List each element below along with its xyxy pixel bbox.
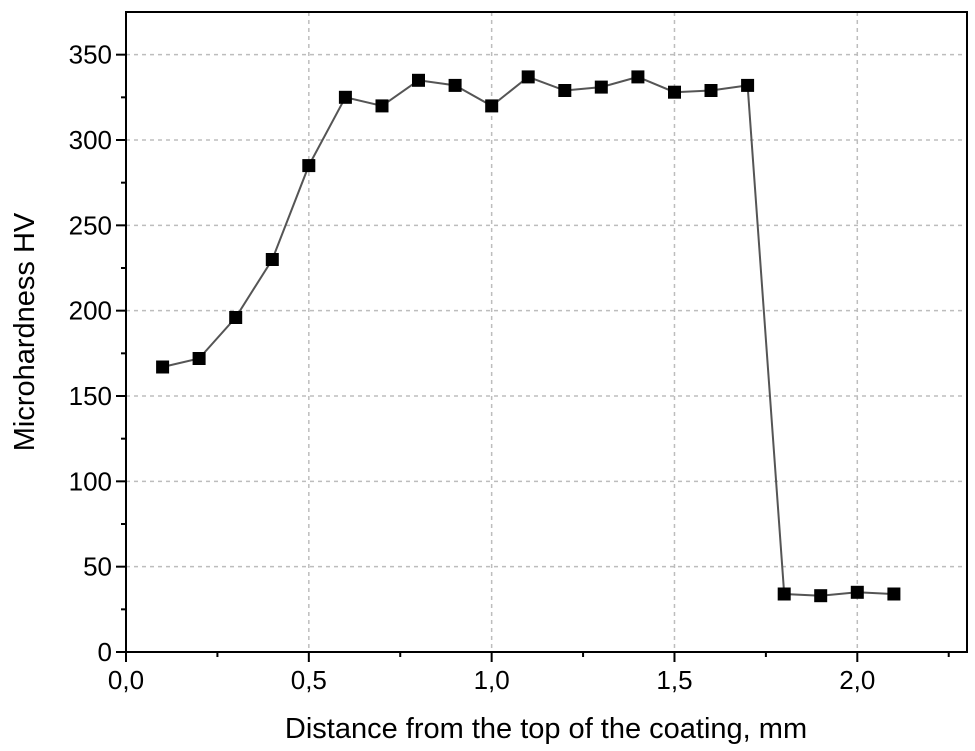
axis-ticks: 0 50 100 150 200 250 300 350 0,0 0,5 1,0 1,5 2,0 bbox=[69, 40, 950, 695]
data-point bbox=[704, 84, 718, 97]
data-point bbox=[850, 585, 864, 599]
x-tick-label: 0,0 bbox=[108, 665, 144, 695]
data-point bbox=[777, 587, 791, 601]
data-point bbox=[229, 311, 243, 324]
y-tick-label: 100 bbox=[69, 466, 112, 496]
data-point bbox=[594, 80, 608, 94]
data-point bbox=[192, 352, 206, 365]
data-point bbox=[741, 78, 755, 92]
data-point bbox=[485, 99, 499, 113]
plot-frame bbox=[125, 11, 968, 653]
x-tick-label: 2,0 bbox=[839, 665, 875, 695]
grid bbox=[126, 12, 967, 652]
data-point bbox=[887, 587, 901, 601]
y-tick-label: 350 bbox=[69, 40, 112, 70]
data-point bbox=[814, 589, 828, 603]
data-point bbox=[375, 99, 389, 113]
x-tick-label: 1,5 bbox=[656, 665, 692, 695]
y-tick-label: 250 bbox=[69, 210, 112, 240]
y-tick-label: 150 bbox=[69, 381, 112, 411]
data-point bbox=[521, 70, 535, 84]
data-point bbox=[558, 84, 572, 97]
y-tick-label: 300 bbox=[69, 125, 112, 155]
data-point bbox=[302, 159, 316, 173]
data-point bbox=[631, 70, 645, 84]
data-point bbox=[265, 253, 279, 266]
data-point bbox=[412, 73, 425, 87]
x-tick-label: 0,5 bbox=[291, 665, 327, 695]
series-line bbox=[162, 75, 894, 597]
y-tick-label: 50 bbox=[83, 552, 112, 582]
series-layer bbox=[156, 70, 901, 603]
x-axis-label: Distance from the top of the coating, mm bbox=[285, 713, 807, 745]
y-tick-label: 200 bbox=[69, 296, 112, 326]
x-tick-label: 1,0 bbox=[474, 665, 510, 695]
data-point bbox=[156, 360, 170, 374]
data-point bbox=[338, 90, 352, 104]
data-point bbox=[448, 78, 462, 92]
y-tick-label: 0 bbox=[98, 637, 112, 667]
y-axis-label: Microhardness HV bbox=[9, 212, 41, 451]
data-point bbox=[668, 85, 681, 99]
